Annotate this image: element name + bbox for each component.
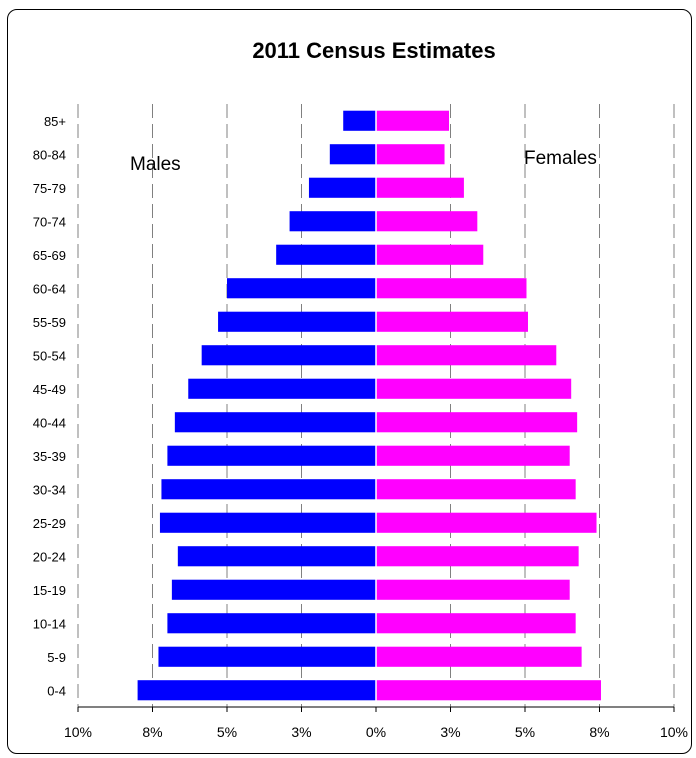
male-bar-5-9 (158, 646, 376, 667)
x-tick-label: 8% (589, 724, 609, 740)
x-tick-label: 8% (142, 724, 162, 740)
female-bar-45-49 (376, 378, 572, 399)
male-bar-0-4 (137, 680, 376, 701)
male-bar-55-59 (218, 311, 376, 332)
x-tick-label: 5% (217, 724, 237, 740)
female-bar-35-39 (376, 445, 570, 466)
female-bar-20-24 (376, 546, 579, 567)
female-bar-80-84 (376, 144, 445, 165)
category-label: 65-69 (33, 248, 66, 263)
male-bar-80-84 (329, 144, 376, 165)
x-tick-label: 3% (291, 724, 311, 740)
male-bar-65-69 (276, 244, 376, 265)
female-bar-10-14 (376, 613, 576, 634)
male-bar-75-79 (308, 177, 376, 198)
female-bar-65-69 (376, 244, 484, 265)
x-tick-label: 0% (366, 724, 386, 740)
female-bar-70-74 (376, 211, 478, 232)
female-bar-85+ (376, 110, 450, 131)
category-label: 15-19 (33, 583, 66, 598)
female-bar-40-44 (376, 412, 578, 433)
female-bar-55-59 (376, 311, 528, 332)
category-label: 45-49 (33, 382, 66, 397)
category-label: 70-74 (33, 214, 66, 229)
category-label: 10-14 (33, 616, 66, 631)
category-label: 85+ (44, 114, 66, 129)
category-label: 50-54 (33, 348, 66, 363)
grid-lines (77, 104, 675, 707)
female-bar-75-79 (376, 177, 464, 198)
female-bar-0-4 (376, 680, 601, 701)
male-bar-70-74 (289, 211, 376, 232)
x-tick-label: 3% (440, 724, 460, 740)
male-bar-10-14 (167, 613, 376, 634)
female-bar-60-64 (376, 278, 527, 299)
category-label: 20-24 (33, 549, 66, 564)
male-bar-30-34 (161, 479, 376, 500)
x-tick-label: 10% (660, 724, 688, 740)
female-bar-25-29 (376, 512, 597, 533)
male-bar-35-39 (167, 445, 376, 466)
female-bar-5-9 (376, 646, 582, 667)
category-label: 60-64 (33, 281, 66, 296)
female-bar-15-19 (376, 579, 570, 600)
category-label: 55-59 (33, 315, 66, 330)
bars (137, 110, 601, 701)
category-label: 75-79 (33, 181, 66, 196)
male-bar-50-54 (201, 345, 376, 366)
female-bar-50-54 (376, 345, 557, 366)
x-tick-label: 5% (515, 724, 535, 740)
category-label: 0-4 (47, 683, 66, 698)
male-bar-25-29 (159, 512, 376, 533)
male-bar-40-44 (174, 412, 376, 433)
x-tick-label: 10% (64, 724, 92, 740)
male-bar-60-64 (227, 278, 376, 299)
category-label: 80-84 (33, 147, 66, 162)
category-label: 25-29 (33, 516, 66, 531)
females-annotation: Females (524, 148, 597, 169)
male-bar-85+ (343, 110, 376, 131)
female-bar-30-34 (376, 479, 576, 500)
category-label: 35-39 (33, 449, 66, 464)
males-annotation: Males (130, 154, 181, 175)
chart-title: 2011 Census Estimates (252, 38, 495, 63)
axes: 10% 8% 5% 3% 0% 3% 5% 8% 10% 0-4 5-9 10-14 15-19 20-2… (33, 104, 688, 740)
male-bar-20-24 (177, 546, 376, 567)
male-bar-15-19 (171, 579, 376, 600)
category-label: 5-9 (47, 650, 66, 665)
category-label: 30-34 (33, 482, 66, 497)
male-bar-45-49 (188, 378, 376, 399)
category-label: 40-44 (33, 415, 66, 430)
